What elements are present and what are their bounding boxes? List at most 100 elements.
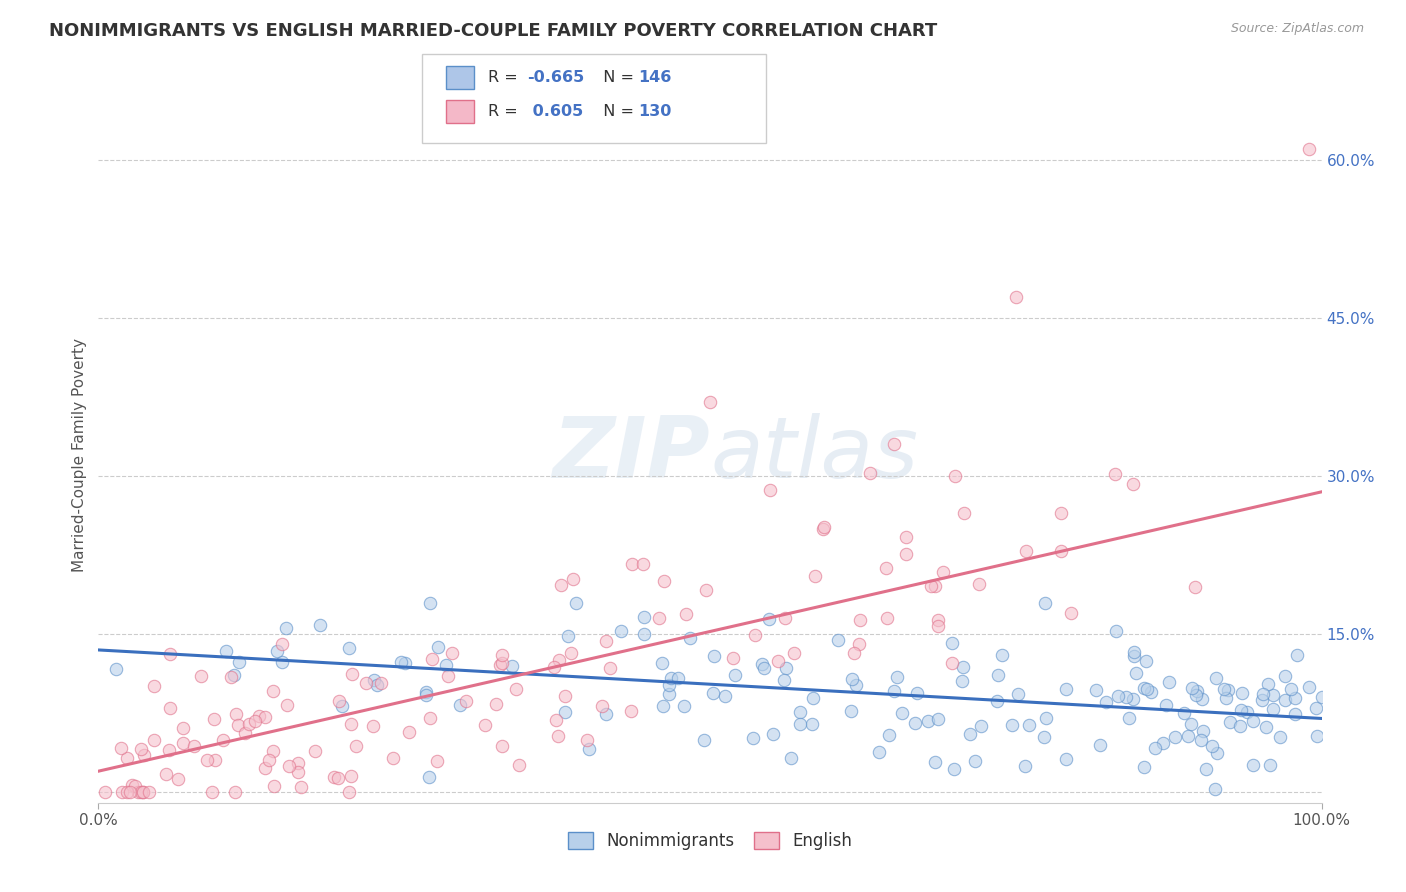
Point: [1054, 682, 1077, 697]
Point: [987, 668, 1010, 682]
Point: [924, 755, 946, 769]
Point: [773, 673, 796, 687]
Point: [950, 674, 973, 689]
Point: [94, 785, 117, 799]
Point: [1125, 665, 1147, 680]
Point: [904, 715, 927, 730]
Point: [543, 660, 565, 674]
Point: [1205, 671, 1227, 685]
Point: [693, 733, 716, 747]
Point: [595, 634, 617, 648]
Point: [565, 595, 588, 609]
Point: [1122, 692, 1144, 706]
Point: [550, 578, 572, 592]
Point: [254, 710, 277, 724]
Point: [1201, 739, 1223, 753]
Point: [762, 727, 785, 741]
Point: [751, 657, 773, 671]
Point: [1305, 701, 1327, 715]
Point: [489, 657, 512, 672]
Point: [848, 637, 870, 651]
Point: [562, 572, 585, 586]
Point: [274, 621, 297, 635]
Point: [1257, 676, 1279, 690]
Point: [775, 661, 797, 675]
Point: [1286, 648, 1309, 663]
Point: [449, 698, 471, 712]
Point: [420, 652, 443, 666]
Point: [695, 583, 717, 598]
Point: [183, 739, 205, 753]
Point: [905, 686, 928, 700]
Point: [1050, 544, 1073, 558]
Point: [652, 574, 675, 589]
Point: [124, 779, 146, 793]
Point: [259, 753, 281, 767]
Point: [138, 785, 160, 799]
Point: [991, 648, 1014, 662]
Point: [172, 721, 194, 735]
Point: [927, 712, 949, 726]
Point: [965, 754, 987, 768]
Point: [415, 688, 437, 702]
Point: [595, 707, 617, 722]
Point: [1192, 724, 1215, 739]
Point: [434, 657, 457, 672]
Point: [132, 785, 155, 799]
Point: [813, 520, 835, 534]
Point: [1251, 693, 1274, 707]
Point: [202, 712, 225, 726]
Point: [842, 646, 865, 660]
Point: [389, 655, 412, 669]
Legend: Nonimmigrants, English: Nonimmigrants, English: [561, 826, 859, 857]
Point: [1132, 760, 1154, 774]
Point: [1085, 683, 1108, 698]
Point: [278, 758, 301, 772]
Point: [1140, 685, 1163, 699]
Point: [1215, 691, 1237, 706]
Point: [668, 671, 690, 685]
Point: [773, 611, 796, 625]
Point: [659, 671, 682, 685]
Y-axis label: Married-Couple Family Poverty: Married-Couple Family Poverty: [72, 338, 87, 572]
Point: [896, 530, 918, 544]
Point: [1136, 682, 1159, 697]
Point: [1144, 741, 1167, 756]
Text: atlas: atlas: [710, 413, 918, 497]
Point: [1033, 595, 1056, 609]
Point: [222, 668, 245, 682]
Point: [1274, 669, 1296, 683]
Point: [1298, 680, 1320, 694]
Point: [159, 647, 181, 661]
Point: [155, 767, 177, 781]
Point: [1306, 729, 1329, 743]
Point: [789, 717, 811, 731]
Point: [226, 718, 249, 732]
Point: [554, 690, 576, 704]
Point: [491, 648, 513, 662]
Text: ZIP: ZIP: [553, 413, 710, 497]
Point: [1060, 606, 1083, 620]
Point: [271, 655, 294, 669]
Point: [575, 733, 598, 747]
Point: [920, 579, 942, 593]
Point: [859, 466, 882, 480]
Point: [621, 557, 644, 571]
Point: [1152, 736, 1174, 750]
Point: [633, 610, 655, 624]
Point: [228, 655, 250, 669]
Point: [115, 751, 138, 765]
Point: [262, 683, 284, 698]
Point: [1173, 706, 1195, 720]
Point: [204, 753, 226, 767]
Point: [1279, 681, 1302, 696]
Point: [340, 769, 363, 783]
Point: [111, 785, 134, 799]
Point: [132, 784, 155, 798]
Point: [554, 705, 576, 719]
Point: [157, 742, 180, 756]
Point: [679, 631, 702, 645]
Point: [440, 646, 463, 660]
Point: [117, 785, 139, 799]
Point: [129, 785, 152, 799]
